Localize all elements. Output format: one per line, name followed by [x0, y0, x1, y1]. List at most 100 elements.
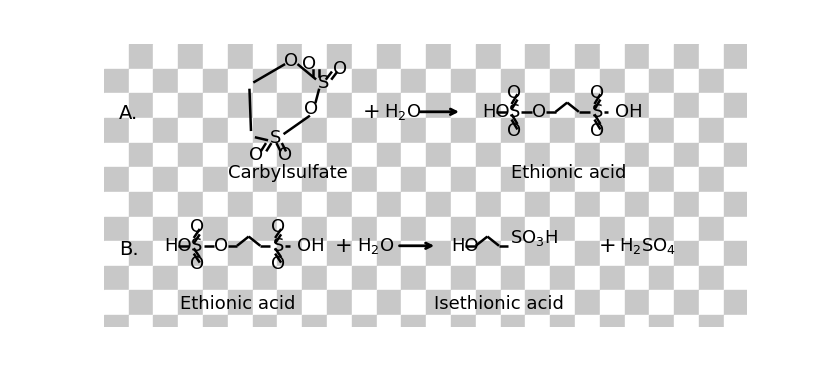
Bar: [724, 93, 749, 118]
Bar: [575, 69, 600, 93]
Bar: [674, 44, 699, 69]
Bar: [203, 290, 227, 315]
Bar: [624, 143, 649, 167]
Bar: [277, 241, 302, 266]
Bar: [203, 266, 227, 290]
Bar: [104, 315, 129, 340]
Bar: [154, 315, 178, 340]
Bar: [104, 192, 129, 217]
Bar: [426, 167, 451, 192]
Bar: [327, 167, 352, 192]
Bar: [227, 44, 252, 69]
Bar: [699, 315, 724, 340]
Bar: [749, 315, 774, 340]
Bar: [327, 192, 352, 217]
Bar: [749, 192, 774, 217]
Bar: [227, 93, 252, 118]
Bar: [624, 167, 649, 192]
Bar: [699, 290, 724, 315]
Bar: [154, 93, 178, 118]
Bar: [649, 118, 674, 143]
Bar: [724, 44, 749, 69]
Bar: [252, 340, 277, 364]
Bar: [674, 290, 699, 315]
Bar: [575, 241, 600, 266]
Bar: [451, 241, 476, 266]
Bar: [724, 241, 749, 266]
Bar: [649, 44, 674, 69]
Bar: [252, 93, 277, 118]
Bar: [649, 217, 674, 241]
Bar: [674, 241, 699, 266]
Bar: [600, 290, 624, 315]
Text: O: O: [333, 60, 347, 78]
Bar: [402, 217, 426, 241]
Bar: [104, 44, 129, 69]
Bar: [227, 118, 252, 143]
Bar: [377, 69, 402, 93]
Bar: [203, 44, 227, 69]
Bar: [377, 143, 402, 167]
Text: O: O: [284, 52, 298, 70]
Bar: [674, 167, 699, 192]
Bar: [451, 167, 476, 192]
Bar: [500, 167, 525, 192]
Bar: [426, 266, 451, 290]
Bar: [749, 266, 774, 290]
Bar: [525, 290, 550, 315]
Bar: [227, 167, 252, 192]
Bar: [525, 167, 550, 192]
Text: OH: OH: [615, 103, 643, 121]
Text: S: S: [270, 129, 281, 147]
Bar: [674, 266, 699, 290]
Bar: [600, 69, 624, 93]
Bar: [377, 217, 402, 241]
Bar: [377, 290, 402, 315]
Bar: [402, 143, 426, 167]
Bar: [352, 192, 377, 217]
Bar: [203, 217, 227, 241]
Text: Carbylsulfate: Carbylsulfate: [227, 164, 347, 182]
Bar: [674, 315, 699, 340]
Bar: [178, 315, 203, 340]
Bar: [178, 118, 203, 143]
Bar: [154, 44, 178, 69]
Bar: [550, 93, 575, 118]
Bar: [327, 340, 352, 364]
Bar: [178, 241, 203, 266]
Bar: [525, 69, 550, 93]
Text: +: +: [363, 102, 380, 122]
Bar: [327, 44, 352, 69]
Bar: [500, 266, 525, 290]
Bar: [426, 192, 451, 217]
Bar: [377, 192, 402, 217]
Bar: [377, 167, 402, 192]
Bar: [699, 69, 724, 93]
Bar: [302, 44, 327, 69]
Bar: [227, 69, 252, 93]
Text: +: +: [335, 236, 353, 256]
Bar: [749, 217, 774, 241]
Bar: [550, 192, 575, 217]
Bar: [500, 118, 525, 143]
Text: O: O: [190, 218, 204, 236]
Bar: [649, 167, 674, 192]
Bar: [699, 241, 724, 266]
Text: Isethionic acid: Isethionic acid: [434, 295, 564, 313]
Bar: [252, 315, 277, 340]
Bar: [277, 340, 302, 364]
Bar: [227, 241, 252, 266]
Bar: [624, 192, 649, 217]
Bar: [500, 143, 525, 167]
Bar: [525, 340, 550, 364]
Bar: [277, 118, 302, 143]
Bar: [624, 93, 649, 118]
Bar: [550, 167, 575, 192]
Bar: [203, 93, 227, 118]
Bar: [476, 315, 500, 340]
Bar: [550, 217, 575, 241]
Bar: [699, 217, 724, 241]
Bar: [277, 266, 302, 290]
Bar: [451, 118, 476, 143]
Bar: [252, 69, 277, 93]
